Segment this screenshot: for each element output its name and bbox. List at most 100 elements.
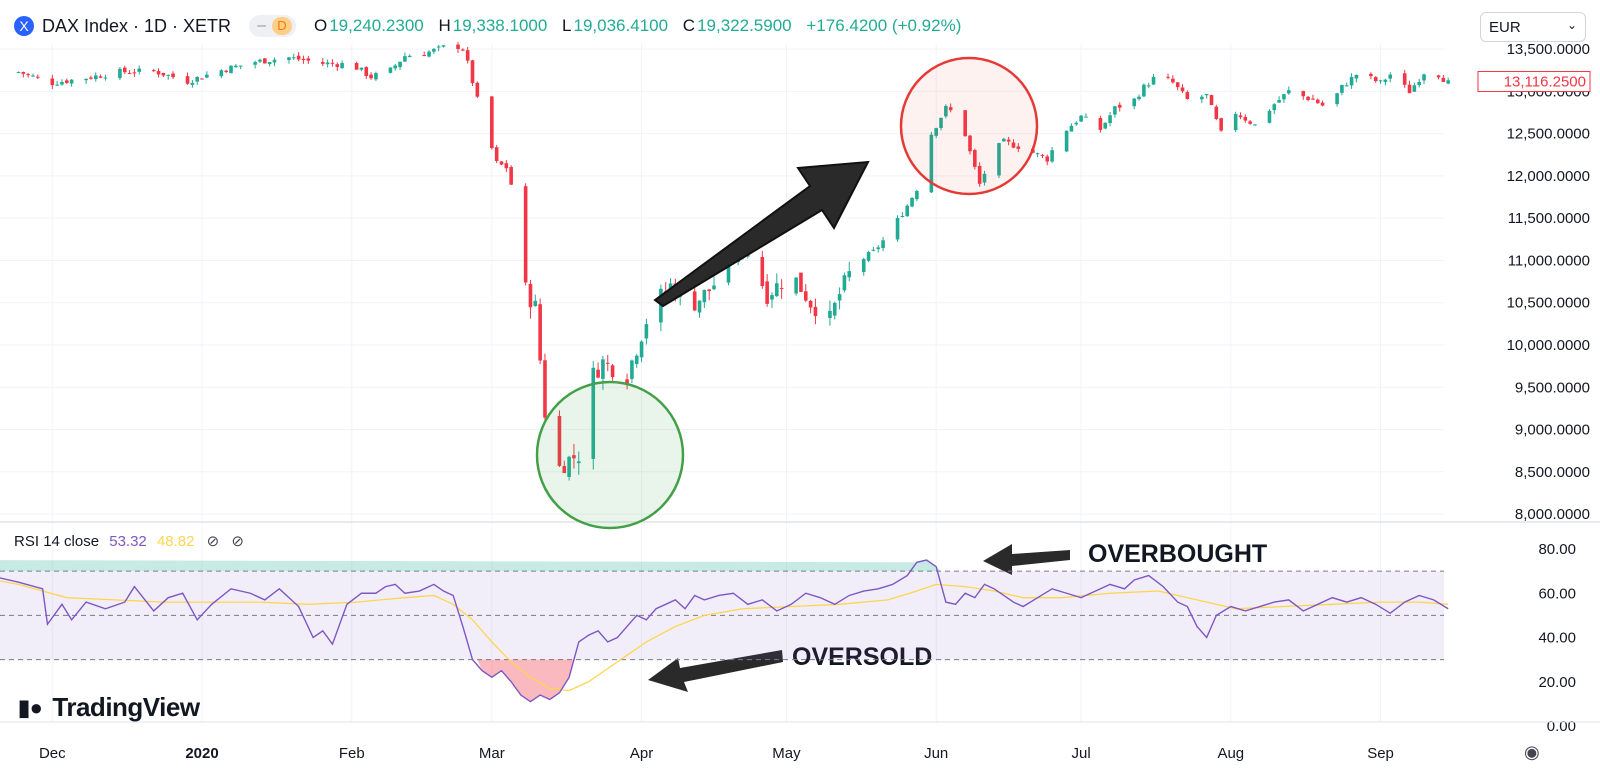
candle-body <box>1137 96 1141 100</box>
overbought-arrow <box>983 544 1070 575</box>
candle-body <box>968 135 972 152</box>
toggle-dash: – <box>257 17 266 34</box>
candle-body <box>364 67 369 77</box>
candle-body <box>118 68 122 79</box>
candle-body <box>1002 138 1006 142</box>
candle-body <box>644 324 649 339</box>
rsi-ma-value: 48.82 <box>156 533 195 550</box>
candle-body <box>915 190 919 200</box>
candle-body <box>330 62 335 64</box>
candle-body <box>1180 87 1185 92</box>
rsi-tick-label: 40.00 <box>1538 630 1576 647</box>
candle-body <box>50 78 55 86</box>
candle-body <box>267 62 272 65</box>
rsi-pane: 80.00 60.00 40.00 20.00 0.00 <box>0 541 1576 735</box>
price-tick-label: 11,000.0000 <box>1508 252 1590 269</box>
candle-body <box>1354 74 1359 79</box>
candle-body <box>272 59 277 63</box>
candle-body <box>1040 154 1045 156</box>
candle-body <box>475 82 480 97</box>
candle-body <box>567 456 571 477</box>
candle-body <box>1064 130 1069 152</box>
time-tick-label: Aug <box>1217 745 1244 762</box>
symbol-title[interactable]: DAX Index · 1D · XETR <box>42 15 232 36</box>
candle-body <box>190 82 195 85</box>
low-value: 19,036.4100 <box>573 16 669 35</box>
toggle-pill[interactable]: D <box>271 17 292 35</box>
candle-body <box>89 77 93 79</box>
time-tick-label: Dec <box>39 745 66 762</box>
candle-body <box>596 369 600 378</box>
candle-body <box>224 70 228 72</box>
rsi-line <box>0 559 1449 703</box>
candle-body <box>1340 84 1344 93</box>
candle-body <box>895 218 900 240</box>
candle-body <box>1108 115 1112 124</box>
candle-body <box>929 134 934 193</box>
candle-body <box>301 58 306 61</box>
candle-body <box>325 62 330 65</box>
session-toggle[interactable]: – D <box>249 15 296 37</box>
candle-body <box>1185 92 1190 99</box>
candle-body <box>697 300 702 313</box>
candle-body <box>973 150 977 167</box>
candle-body <box>876 247 881 250</box>
candle-body <box>1301 91 1306 97</box>
candle-body <box>1113 106 1117 115</box>
candle-body <box>601 359 605 379</box>
rsi-tick-label: 80.00 <box>1538 541 1576 558</box>
candle-body <box>1079 115 1083 122</box>
candle-body <box>794 277 798 294</box>
rsi-params: 14 close <box>43 533 100 550</box>
candle-body <box>369 74 373 79</box>
time-tick-label: 2020 <box>185 745 218 762</box>
candle-body <box>151 70 156 72</box>
candle-body <box>403 56 407 62</box>
time-tick-label: Jul <box>1071 745 1090 762</box>
high-key: H <box>438 16 451 35</box>
candle-body <box>1151 76 1156 85</box>
candle-body <box>494 147 499 162</box>
candle-body <box>156 71 161 75</box>
candle-body <box>934 128 938 136</box>
candle-body <box>803 291 808 301</box>
candle-body <box>1117 104 1122 108</box>
eye-off-icon[interactable]: ⊘ <box>231 533 244 550</box>
candle-body <box>1344 85 1349 87</box>
time-tick-label: Mar <box>479 745 505 762</box>
candle-body <box>441 45 446 47</box>
candle-body <box>1320 102 1325 106</box>
price-axis: 13,500.000013,000.000012,500.000012,000.… <box>1477 41 1591 523</box>
candle-body <box>1286 90 1291 94</box>
candle-body <box>166 74 171 76</box>
candle-body <box>543 360 547 418</box>
ohlc-values: O 19,240.2300 H 19,338.1000 L 19,036.4100 C… <box>314 16 963 36</box>
candle-body <box>910 197 914 207</box>
candle-body <box>1282 94 1286 100</box>
last-price-box <box>1477 71 1591 93</box>
settings-icon[interactable]: ◉ <box>1524 742 1540 762</box>
high-value: 19,338.1000 <box>452 16 548 35</box>
close-key: C <box>682 16 696 35</box>
candle-body <box>871 249 876 251</box>
candle-body <box>1412 85 1417 92</box>
symbol-icon[interactable]: X <box>14 16 34 36</box>
candle-body <box>1373 77 1378 82</box>
candle-body <box>634 355 639 364</box>
candle-body <box>432 48 436 52</box>
change-value: +176.4200 (+0.92%) <box>806 16 962 35</box>
rsi-label[interactable]: RSI <box>14 533 40 550</box>
candle-body <box>842 275 847 291</box>
eye-off-icon[interactable]: ⊘ <box>206 533 220 550</box>
candle-body <box>861 259 866 272</box>
candle-body <box>900 215 905 218</box>
tradingview-logo[interactable]: ▮● TradingView <box>18 692 200 723</box>
rsi-ma-line <box>0 580 1449 692</box>
candle-body <box>296 55 301 60</box>
candle-body <box>1383 79 1388 82</box>
candle-body <box>939 117 943 129</box>
currency-select[interactable]: EUR ⌄ <box>1480 12 1586 42</box>
candle-body <box>1175 82 1180 88</box>
